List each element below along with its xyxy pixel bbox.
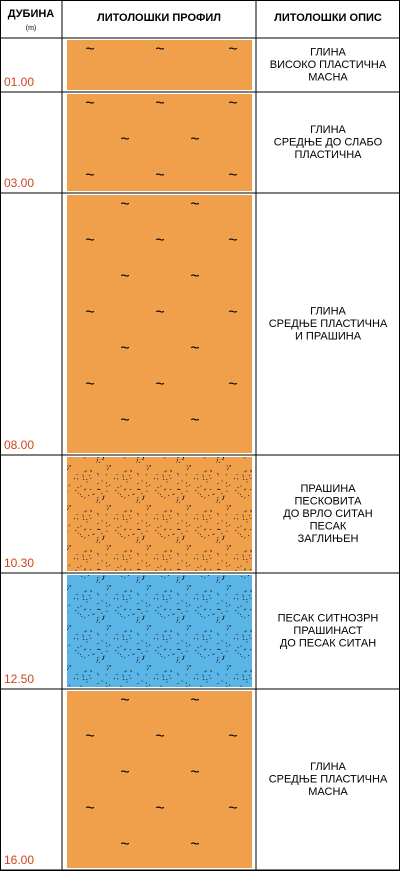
clay-symbol: ~ bbox=[120, 836, 129, 853]
header-depth: ДУБИНА bbox=[8, 8, 55, 20]
clay-symbol: ~ bbox=[190, 196, 199, 213]
clay-symbol: ~ bbox=[155, 95, 164, 112]
clay-symbol: ~ bbox=[85, 376, 94, 393]
depth-label: 08.00 bbox=[4, 438, 34, 452]
description-line: ВИСОКО ПЛАСТИЧНА bbox=[270, 59, 387, 71]
clay-symbol: ~ bbox=[228, 304, 237, 321]
description-line: ГЛИНА bbox=[310, 124, 346, 136]
description-line: МАСНА bbox=[308, 786, 348, 798]
description-line: ПЕСАК bbox=[310, 520, 347, 532]
description-line: ГЛИНА bbox=[310, 305, 346, 317]
clay-symbol: ~ bbox=[155, 800, 164, 817]
description-line: ГЛИНА bbox=[310, 46, 346, 58]
clay-symbol: ~ bbox=[190, 692, 199, 709]
description-line: ЗАГЛИЊЕН bbox=[298, 533, 359, 545]
clay-symbol: ~ bbox=[155, 167, 164, 184]
description-line: ПЕСАК СИТНОЗРН bbox=[278, 612, 379, 624]
description-line: СРЕДЊЕ ПЛАСТИЧНА bbox=[269, 773, 388, 785]
description-line: ПРАШИНА bbox=[300, 483, 356, 495]
depth-label: 10.30 bbox=[4, 556, 34, 570]
depth-label: 03.00 bbox=[4, 176, 34, 190]
clay-symbol: ~ bbox=[120, 412, 129, 429]
clay-symbol: ~ bbox=[228, 376, 237, 393]
clay-symbol: ~ bbox=[228, 95, 237, 112]
clay-symbol: ~ bbox=[190, 412, 199, 429]
layer-texture bbox=[67, 457, 252, 571]
clay-symbol: ~ bbox=[155, 304, 164, 321]
clay-symbol: ~ bbox=[190, 836, 199, 853]
clay-symbol: ~ bbox=[228, 800, 237, 817]
header-profile: ЛИТОЛОШКИ ПРОФИЛ bbox=[97, 12, 221, 24]
layer-fill bbox=[67, 94, 252, 191]
description-line: ПРАШИНАСТ bbox=[293, 625, 362, 637]
header-unit: (m) bbox=[26, 25, 37, 32]
clay-symbol: ~ bbox=[85, 95, 94, 112]
clay-symbol: ~ bbox=[228, 728, 237, 745]
description-line: ДО ПЕСАК СИТАН bbox=[280, 637, 376, 649]
description-line: ПЕСКОВИТА bbox=[295, 495, 363, 507]
layer-texture bbox=[67, 575, 252, 687]
description-line: ДО ВРЛО СИТАН bbox=[283, 508, 372, 520]
description-line: СРЕДЊЕ ДО СЛАБО bbox=[274, 136, 383, 148]
clay-symbol: ~ bbox=[228, 41, 237, 58]
clay-symbol: ~ bbox=[85, 728, 94, 745]
layer-fill bbox=[67, 691, 252, 868]
clay-symbol: ~ bbox=[155, 232, 164, 249]
depth-label: 01.00 bbox=[4, 75, 34, 89]
clay-symbol: ~ bbox=[120, 340, 129, 357]
clay-symbol: ~ bbox=[120, 764, 129, 781]
clay-symbol: ~ bbox=[190, 131, 199, 148]
description-line: ГЛИНА bbox=[310, 761, 346, 773]
description-line: СРЕДЊЕ ПЛАСТИЧНА bbox=[269, 318, 388, 330]
clay-symbol: ~ bbox=[190, 340, 199, 357]
clay-symbol: ~ bbox=[85, 304, 94, 321]
layer-fill bbox=[67, 195, 252, 453]
clay-symbol: ~ bbox=[228, 167, 237, 184]
description-line: И ПРАШИНА bbox=[295, 330, 362, 342]
clay-symbol: ~ bbox=[120, 131, 129, 148]
depth-label: 12.50 bbox=[4, 672, 34, 686]
header-description: ЛИТОЛОШКИ ОПИС bbox=[274, 12, 382, 24]
clay-symbol: ~ bbox=[155, 376, 164, 393]
clay-symbol: ~ bbox=[155, 728, 164, 745]
description-line: МАСНА bbox=[308, 71, 348, 83]
clay-symbol: ~ bbox=[120, 268, 129, 285]
clay-symbol: ~ bbox=[228, 232, 237, 249]
description-line: ПЛАСТИЧНА bbox=[294, 149, 362, 161]
clay-symbol: ~ bbox=[190, 268, 199, 285]
clay-symbol: ~ bbox=[155, 41, 164, 58]
clay-symbol: ~ bbox=[190, 764, 199, 781]
clay-symbol: ~ bbox=[85, 41, 94, 58]
clay-symbol: ~ bbox=[120, 692, 129, 709]
clay-symbol: ~ bbox=[85, 800, 94, 817]
clay-symbol: ~ bbox=[120, 196, 129, 213]
clay-symbol: ~ bbox=[85, 232, 94, 249]
depth-label: 16.00 bbox=[4, 853, 34, 867]
layer-fill bbox=[67, 40, 252, 90]
clay-symbol: ~ bbox=[85, 167, 94, 184]
